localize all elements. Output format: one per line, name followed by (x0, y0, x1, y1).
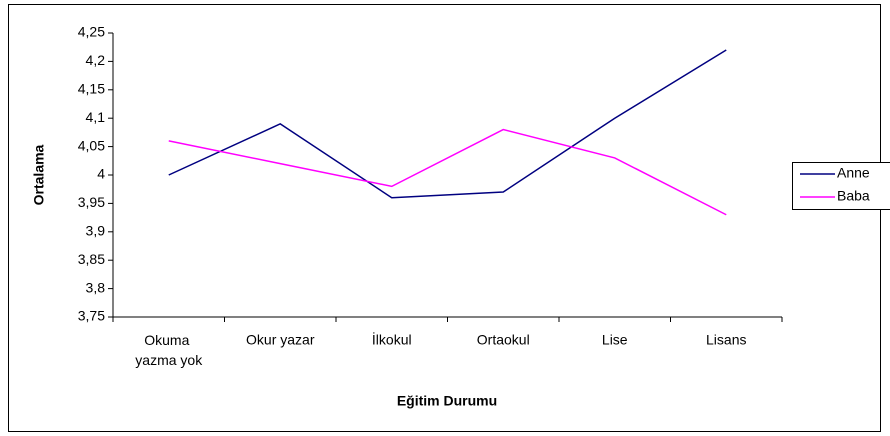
y-tick-label: 3,85 (78, 251, 105, 267)
legend-label: Anne (837, 165, 870, 181)
y-tick-label: 3,9 (86, 223, 106, 239)
x-tick-label: Okuma yazma yok (135, 332, 203, 368)
series-line (168, 49, 727, 199)
legend-box (792, 162, 890, 210)
x-tick-label: Okur yazar (246, 332, 315, 348)
x-tick-label: Ortaokul (477, 332, 530, 348)
y-axis-title: Ortalama (31, 144, 47, 205)
series-line (168, 128, 727, 216)
y-tick-label: 3,75 (78, 308, 105, 324)
x-tick-label: İlkokul (372, 331, 412, 348)
x-axis-title: Eğitim Durumu (397, 393, 497, 409)
y-tick-label: 3,8 (86, 279, 106, 295)
y-tick-label: 4,15 (78, 81, 105, 97)
y-tick-label: 4,25 (78, 24, 105, 40)
y-tick-label: 4,2 (86, 52, 106, 68)
y-tick-label: 3,95 (78, 194, 105, 210)
legend-label: Baba (837, 188, 870, 204)
y-tick-label: 4,1 (86, 109, 106, 125)
x-tick-label-line: yazma yok (135, 352, 203, 368)
x-tick-label: Lise (602, 332, 628, 348)
x-tick-label-line: Okuma (144, 332, 193, 348)
x-tick-label: Lisans (706, 332, 746, 348)
chart-frame (8, 4, 881, 432)
y-tick-label: 4 (97, 166, 105, 182)
y-tick-label: 4,05 (78, 137, 105, 153)
